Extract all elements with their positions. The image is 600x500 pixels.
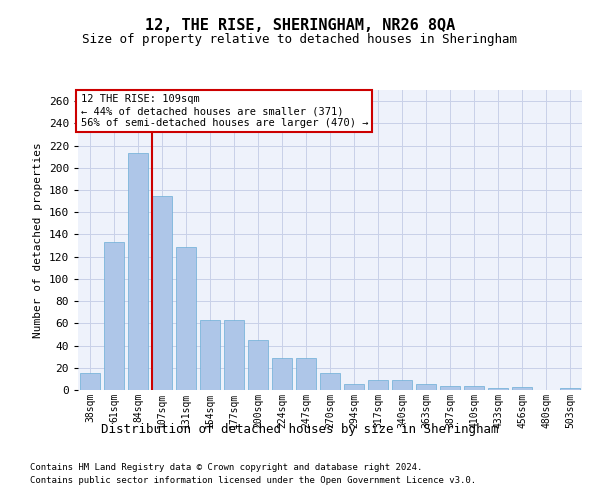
Bar [104, 242, 124, 390]
Bar [80, 374, 100, 390]
Bar [440, 386, 460, 390]
Text: 12, THE RISE, SHERINGHAM, NR26 8QA: 12, THE RISE, SHERINGHAM, NR26 8QA [145, 18, 455, 32]
Bar [128, 154, 148, 390]
Bar [272, 358, 292, 390]
Bar [320, 374, 340, 390]
Bar [416, 384, 436, 390]
Text: 12 THE RISE: 109sqm
← 44% of detached houses are smaller (371)
56% of semi-detac: 12 THE RISE: 109sqm ← 44% of detached ho… [80, 94, 368, 128]
Y-axis label: Number of detached properties: Number of detached properties [33, 142, 43, 338]
Text: Contains public sector information licensed under the Open Government Licence v3: Contains public sector information licen… [30, 476, 476, 485]
Bar [152, 196, 172, 390]
Text: Distribution of detached houses by size in Sheringham: Distribution of detached houses by size … [101, 422, 499, 436]
Bar [200, 320, 220, 390]
Text: Size of property relative to detached houses in Sheringham: Size of property relative to detached ho… [83, 32, 517, 46]
Text: Contains HM Land Registry data © Crown copyright and database right 2024.: Contains HM Land Registry data © Crown c… [30, 462, 422, 471]
Bar [296, 358, 316, 390]
Bar [560, 388, 580, 390]
Bar [464, 386, 484, 390]
Bar [176, 246, 196, 390]
Bar [344, 384, 364, 390]
Bar [368, 380, 388, 390]
Bar [392, 380, 412, 390]
Bar [488, 388, 508, 390]
Bar [224, 320, 244, 390]
Bar [512, 386, 532, 390]
Bar [248, 340, 268, 390]
